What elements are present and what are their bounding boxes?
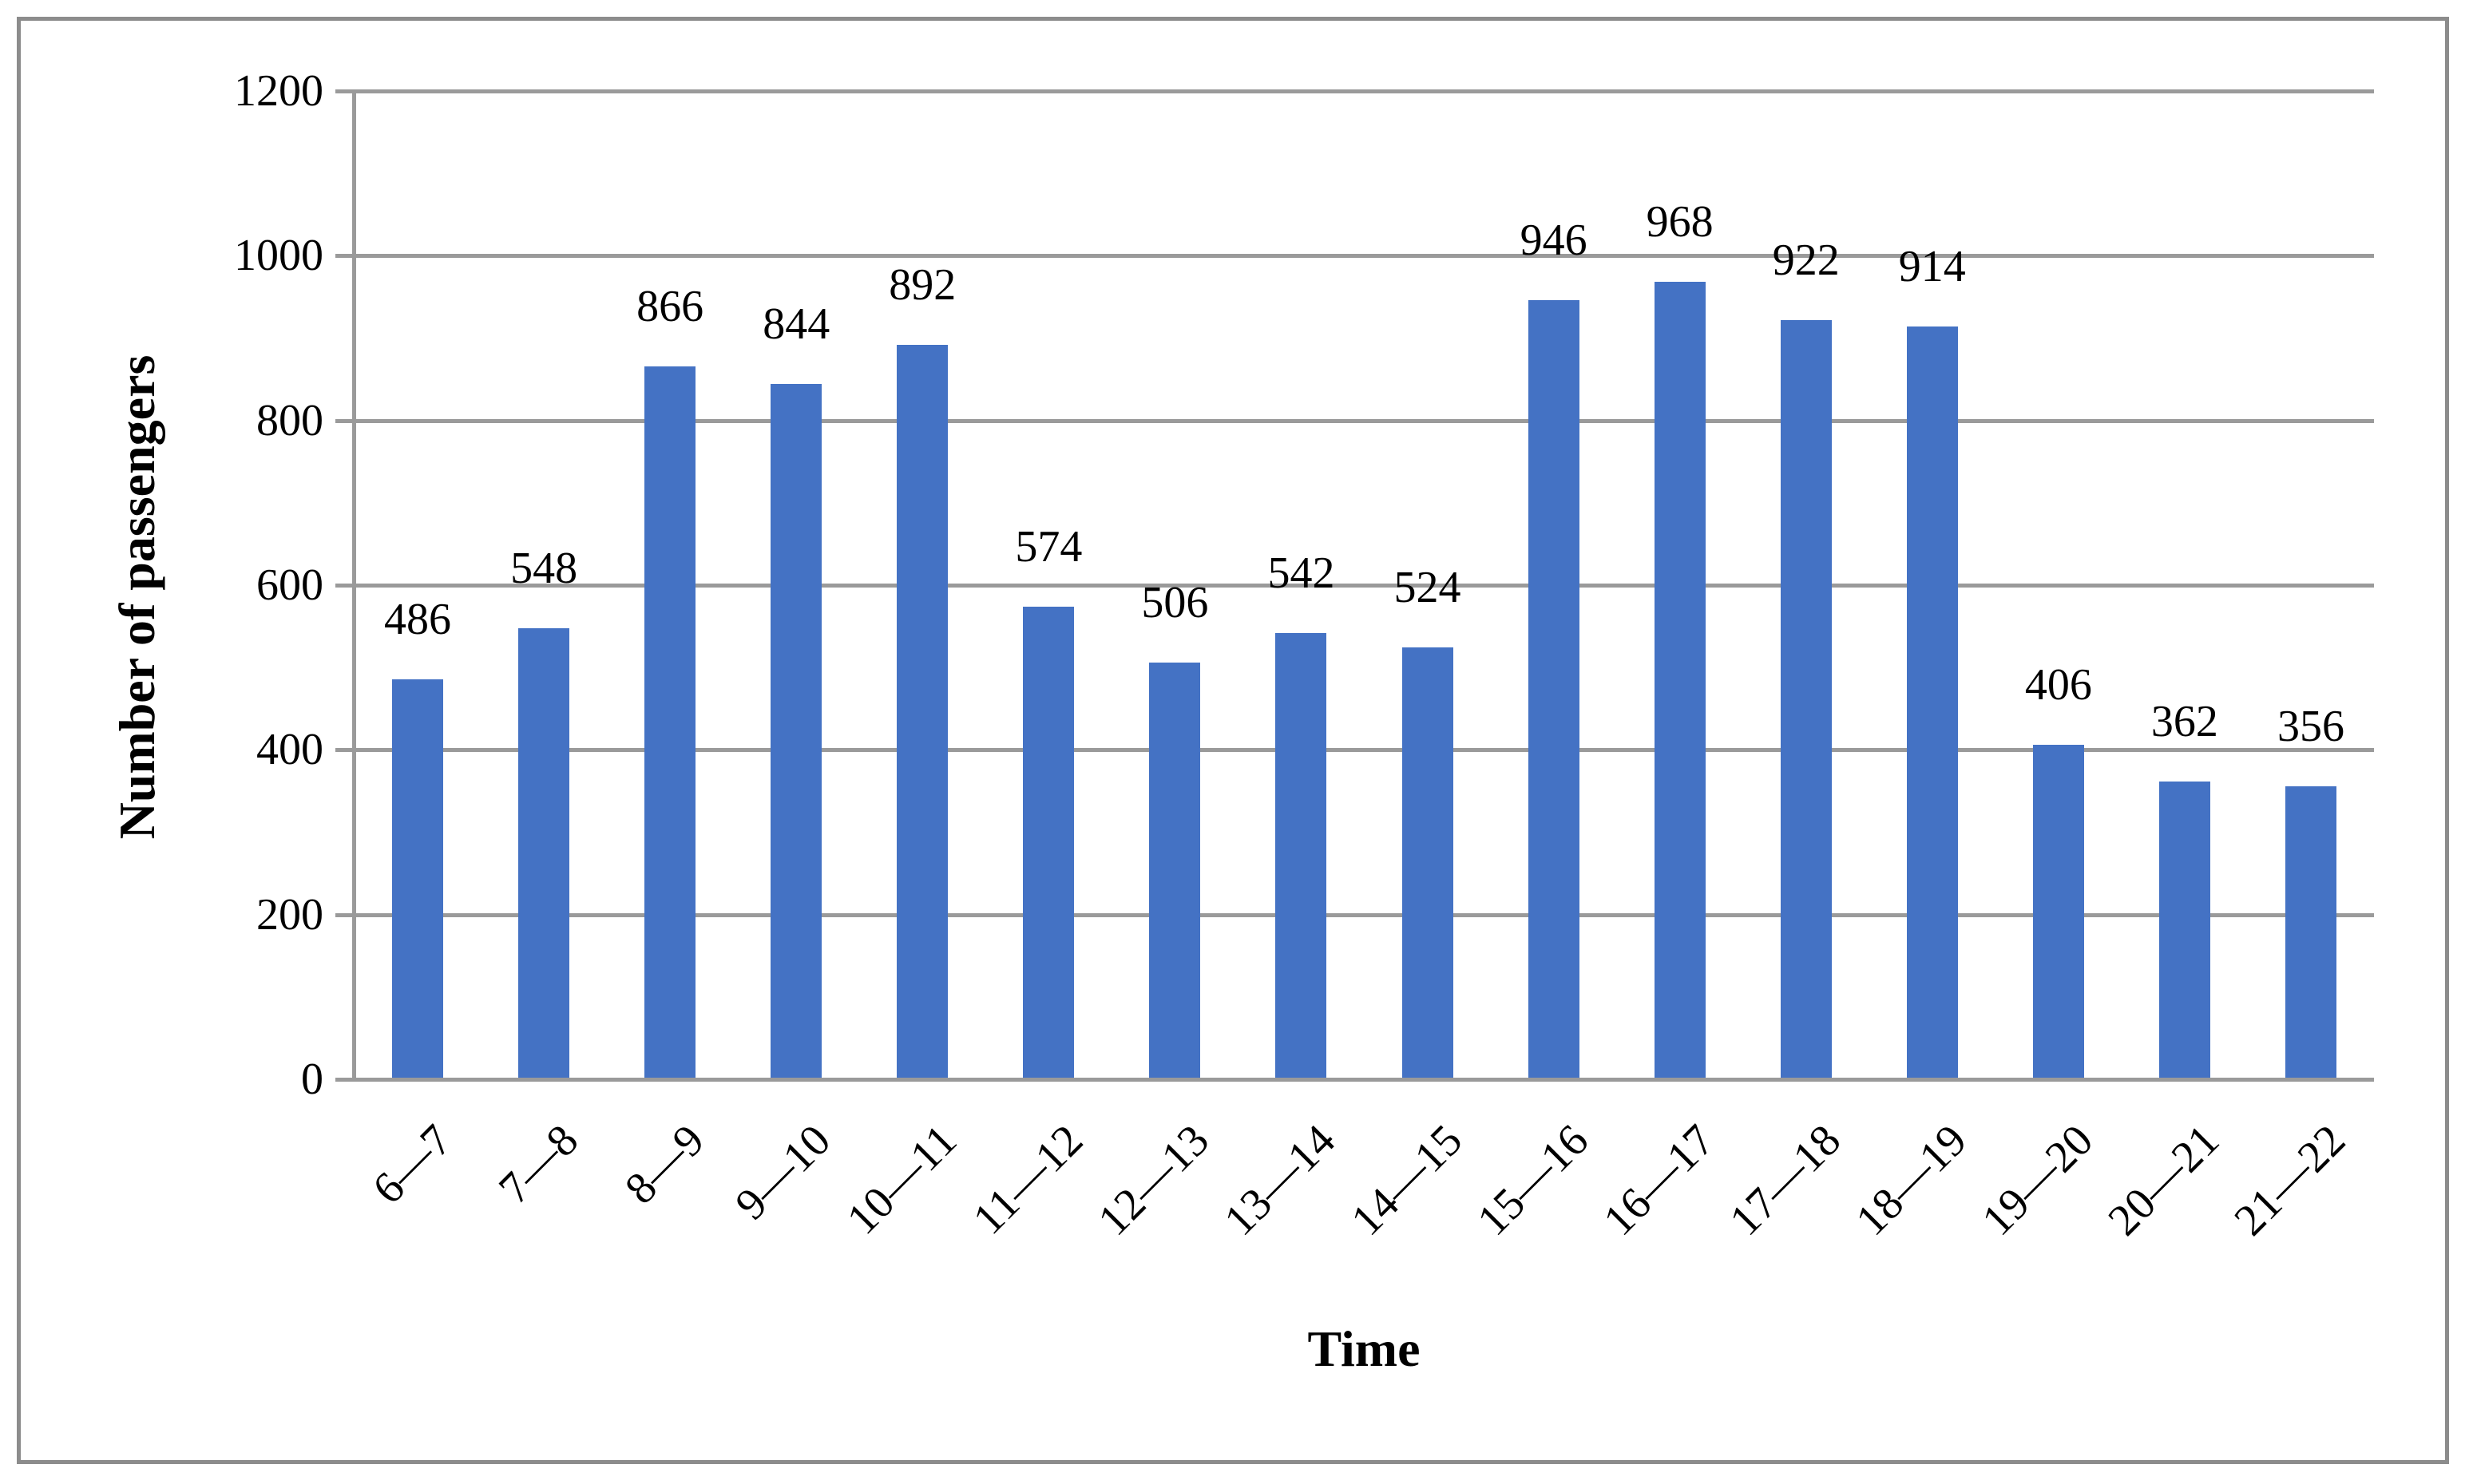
bar-15—16 [1528, 300, 1579, 1078]
gridline-200 [335, 912, 2374, 917]
bar-18—19 [1906, 326, 1958, 1078]
bar-11—12 [1023, 606, 1075, 1078]
bar-14—15 [1401, 647, 1453, 1078]
bar-value-label: 548 [510, 543, 578, 593]
y-axis-title: Number of passengers [109, 354, 165, 840]
bar-12—13 [1149, 662, 1201, 1078]
bar-9—10 [771, 384, 822, 1078]
y-tick-label-400: 400 [256, 725, 323, 775]
bar-value-label: 844 [763, 299, 830, 350]
bar-value-label: 574 [1015, 521, 1083, 572]
bar-value-label: 362 [2150, 696, 2218, 746]
bar-value-label: 946 [1520, 216, 1587, 266]
bar-value-label: 892 [889, 259, 957, 310]
figure-border [17, 17, 2449, 1464]
bar-8—9 [644, 366, 696, 1078]
bar-value-label: 406 [2024, 660, 2092, 710]
gridline-1000 [335, 254, 2374, 259]
bar-value-label: 914 [1898, 242, 1966, 292]
bar-value-label: 968 [1646, 197, 1714, 247]
y-tick-label-600: 600 [256, 560, 323, 610]
bar-19—20 [2032, 745, 2084, 1078]
bar-16—17 [1654, 282, 1706, 1078]
bar-7—8 [518, 627, 570, 1078]
bar-value-label: 866 [636, 281, 704, 331]
bar-13—14 [1275, 632, 1327, 1078]
y-tick-label-800: 800 [256, 395, 323, 445]
gridline-400 [335, 748, 2374, 753]
bar-value-label: 542 [1267, 548, 1335, 598]
bar-21—22 [2285, 786, 2336, 1078]
bar-value-label: 356 [2277, 701, 2344, 751]
y-tick-label-1000: 1000 [234, 231, 323, 281]
bar-value-label: 524 [1393, 563, 1461, 613]
y-tick-label-0: 0 [301, 1055, 323, 1104]
y-tick-label-1200: 1200 [234, 66, 323, 116]
x-axis-title: Time [1307, 1320, 1421, 1377]
gridline-1200 [335, 89, 2374, 93]
gridline-600 [335, 584, 2374, 588]
gridline-800 [335, 418, 2374, 423]
bar-10—11 [897, 344, 949, 1078]
y-tick-label-200: 200 [256, 889, 323, 940]
bar-value-label: 922 [1772, 235, 1840, 285]
bar-6—7 [392, 679, 444, 1078]
bar-value-label: 486 [384, 594, 452, 644]
y-axis-line [352, 89, 356, 1082]
bar-20—21 [2158, 781, 2210, 1078]
bar-17—18 [1780, 319, 1832, 1078]
gridline-0 [335, 1078, 2374, 1082]
bar-value-label: 506 [1141, 577, 1209, 627]
